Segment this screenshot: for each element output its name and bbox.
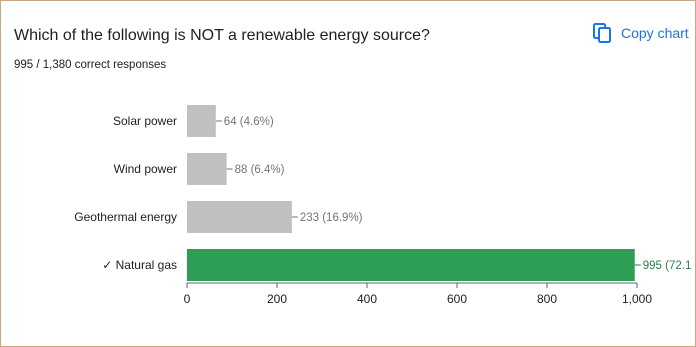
- bar-value-label: 995 (72.1: [643, 260, 692, 272]
- x-tick-label: 800: [537, 292, 557, 306]
- bar-value-label: 64 (4.6%): [224, 116, 274, 128]
- category-label: ✓ Natural gas: [102, 258, 177, 272]
- category-label: Wind power: [114, 162, 177, 176]
- x-tick-label: 200: [267, 292, 287, 306]
- x-tick-label: 400: [357, 292, 377, 306]
- question-title: Which of the following is NOT a renewabl…: [14, 27, 430, 44]
- results-card: Which of the following is NOT a renewabl…: [3, 3, 693, 344]
- copy-chart-button[interactable]: Copy chart: [593, 23, 689, 43]
- copy-icon: [593, 23, 611, 43]
- bar: [187, 201, 292, 233]
- x-tick-label: 1,000: [622, 292, 652, 306]
- bar: [187, 153, 227, 185]
- x-tick-label: 600: [447, 292, 467, 306]
- bar-value-label: 233 (16.9%): [300, 212, 363, 224]
- correct-responses-count: 995 / 1,380 correct responses: [14, 59, 167, 71]
- bar: [187, 105, 216, 137]
- bar-value-label: 88 (6.4%): [235, 164, 285, 176]
- x-tick-label: 0: [184, 292, 191, 306]
- category-label: Solar power: [113, 114, 177, 128]
- bar: [187, 249, 635, 281]
- category-label: Geothermal energy: [74, 210, 177, 224]
- bar-chart: Solar power 64 (4.6%) Wind power 88 (6.4%) G…: [74, 105, 692, 306]
- copy-chart-label: Copy chart: [621, 25, 689, 41]
